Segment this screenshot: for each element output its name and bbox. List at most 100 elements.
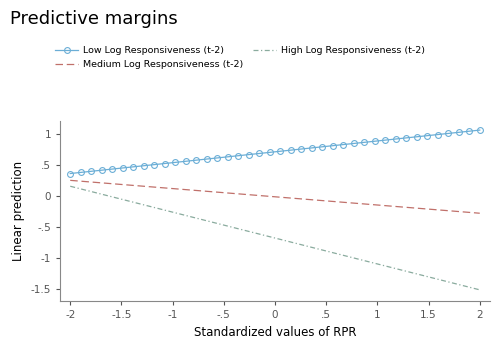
- Low Log Responsiveness (t-2): [140, 164, 146, 168]
- Low Log Responsiveness (t-2): [298, 147, 304, 151]
- Medium Log Responsiveness (t-2): [224, 191, 230, 195]
- Medium Log Responsiveness (t-2): [351, 201, 357, 205]
- Medium Log Responsiveness (t-2): [120, 182, 126, 186]
- Low Log Responsiveness (t-2): [278, 149, 283, 153]
- High Log Responsiveness (t-2): [404, 269, 409, 273]
- Low Log Responsiveness (t-2): [109, 167, 115, 171]
- Medium Log Responsiveness (t-2): [372, 203, 378, 207]
- Medium Log Responsiveness (t-2): [130, 183, 136, 188]
- High Log Responsiveness (t-2): [182, 213, 188, 218]
- High Log Responsiveness (t-2): [330, 251, 336, 255]
- Medium Log Responsiveness (t-2): [256, 193, 262, 198]
- Low Log Responsiveness (t-2): [266, 150, 272, 154]
- Medium Log Responsiveness (t-2): [477, 211, 483, 215]
- High Log Responsiveness (t-2): [372, 261, 378, 265]
- High Log Responsiveness (t-2): [193, 216, 199, 220]
- High Log Responsiveness (t-2): [424, 274, 430, 279]
- Medium Log Responsiveness (t-2): [214, 190, 220, 194]
- Low Log Responsiveness (t-2): [414, 135, 420, 139]
- Low Log Responsiveness (t-2): [193, 158, 199, 162]
- Medium Log Responsiveness (t-2): [109, 182, 115, 186]
- Low Log Responsiveness (t-2): [424, 134, 430, 138]
- Medium Log Responsiveness (t-2): [340, 200, 346, 204]
- Medium Log Responsiveness (t-2): [330, 199, 336, 203]
- Low Log Responsiveness (t-2): [372, 139, 378, 143]
- High Log Responsiveness (t-2): [278, 237, 283, 242]
- Low Log Responsiveness (t-2): [382, 138, 388, 142]
- High Log Responsiveness (t-2): [67, 184, 73, 188]
- Low Log Responsiveness (t-2): [309, 146, 315, 150]
- Low Log Responsiveness (t-2): [351, 142, 357, 146]
- Low Log Responsiveness (t-2): [67, 172, 73, 176]
- High Log Responsiveness (t-2): [288, 240, 294, 244]
- High Log Responsiveness (t-2): [162, 208, 168, 212]
- Medium Log Responsiveness (t-2): [266, 194, 272, 199]
- Line: Low Log Responsiveness (t-2): Low Log Responsiveness (t-2): [68, 127, 482, 176]
- Medium Log Responsiveness (t-2): [151, 185, 157, 189]
- Line: High Log Responsiveness (t-2): High Log Responsiveness (t-2): [70, 186, 480, 290]
- High Log Responsiveness (t-2): [235, 227, 241, 231]
- Medium Log Responsiveness (t-2): [288, 196, 294, 200]
- High Log Responsiveness (t-2): [140, 203, 146, 207]
- Text: Predictive margins: Predictive margins: [10, 10, 178, 28]
- Low Log Responsiveness (t-2): [162, 162, 168, 166]
- Medium Log Responsiveness (t-2): [393, 204, 399, 209]
- Medium Log Responsiveness (t-2): [204, 189, 210, 193]
- Medium Log Responsiveness (t-2): [182, 188, 188, 192]
- High Log Responsiveness (t-2): [435, 277, 441, 281]
- Low Log Responsiveness (t-2): [78, 170, 84, 174]
- Medium Log Responsiveness (t-2): [446, 209, 452, 213]
- Low Log Responsiveness (t-2): [151, 163, 157, 167]
- Low Log Responsiveness (t-2): [172, 160, 178, 164]
- Medium Log Responsiveness (t-2): [382, 203, 388, 208]
- Medium Log Responsiveness (t-2): [78, 179, 84, 183]
- Medium Log Responsiveness (t-2): [298, 197, 304, 201]
- Medium Log Responsiveness (t-2): [162, 186, 168, 190]
- High Log Responsiveness (t-2): [362, 258, 368, 263]
- Medium Log Responsiveness (t-2): [435, 208, 441, 212]
- Low Log Responsiveness (t-2): [393, 137, 399, 141]
- High Log Responsiveness (t-2): [266, 235, 272, 239]
- High Log Responsiveness (t-2): [214, 221, 220, 226]
- Medium Log Responsiveness (t-2): [404, 205, 409, 209]
- Low Log Responsiveness (t-2): [246, 153, 252, 157]
- Line: Medium Log Responsiveness (t-2): Medium Log Responsiveness (t-2): [70, 180, 480, 213]
- High Log Responsiveness (t-2): [88, 190, 94, 194]
- Low Log Responsiveness (t-2): [214, 156, 220, 160]
- Low Log Responsiveness (t-2): [340, 143, 346, 147]
- Medium Log Responsiveness (t-2): [88, 180, 94, 184]
- Low Log Responsiveness (t-2): [182, 159, 188, 163]
- High Log Responsiveness (t-2): [78, 187, 84, 191]
- Medium Log Responsiveness (t-2): [466, 210, 472, 215]
- Medium Log Responsiveness (t-2): [424, 207, 430, 211]
- Low Log Responsiveness (t-2): [224, 155, 230, 159]
- Medium Log Responsiveness (t-2): [172, 187, 178, 191]
- Y-axis label: Linear prediction: Linear prediction: [12, 161, 25, 261]
- Low Log Responsiveness (t-2): [120, 166, 126, 170]
- Legend: Low Log Responsiveness (t-2), Medium Log Responsiveness (t-2), High Log Responsi: Low Log Responsiveness (t-2), Medium Log…: [54, 46, 425, 69]
- High Log Responsiveness (t-2): [256, 232, 262, 236]
- Low Log Responsiveness (t-2): [256, 152, 262, 156]
- Low Log Responsiveness (t-2): [477, 128, 483, 132]
- High Log Responsiveness (t-2): [446, 280, 452, 284]
- High Log Responsiveness (t-2): [204, 219, 210, 223]
- Low Log Responsiveness (t-2): [98, 168, 104, 172]
- Medium Log Responsiveness (t-2): [246, 193, 252, 197]
- High Log Responsiveness (t-2): [456, 282, 462, 286]
- High Log Responsiveness (t-2): [477, 288, 483, 292]
- Low Log Responsiveness (t-2): [466, 129, 472, 133]
- High Log Responsiveness (t-2): [414, 272, 420, 276]
- High Log Responsiveness (t-2): [98, 192, 104, 196]
- High Log Responsiveness (t-2): [393, 266, 399, 271]
- High Log Responsiveness (t-2): [151, 206, 157, 210]
- Medium Log Responsiveness (t-2): [235, 192, 241, 196]
- Low Log Responsiveness (t-2): [362, 140, 368, 144]
- Medium Log Responsiveness (t-2): [193, 188, 199, 192]
- High Log Responsiveness (t-2): [351, 256, 357, 260]
- Low Log Responsiveness (t-2): [88, 169, 94, 173]
- High Log Responsiveness (t-2): [340, 253, 346, 257]
- High Log Responsiveness (t-2): [172, 211, 178, 215]
- Medium Log Responsiveness (t-2): [456, 209, 462, 213]
- Medium Log Responsiveness (t-2): [140, 184, 146, 188]
- Low Log Responsiveness (t-2): [320, 145, 326, 149]
